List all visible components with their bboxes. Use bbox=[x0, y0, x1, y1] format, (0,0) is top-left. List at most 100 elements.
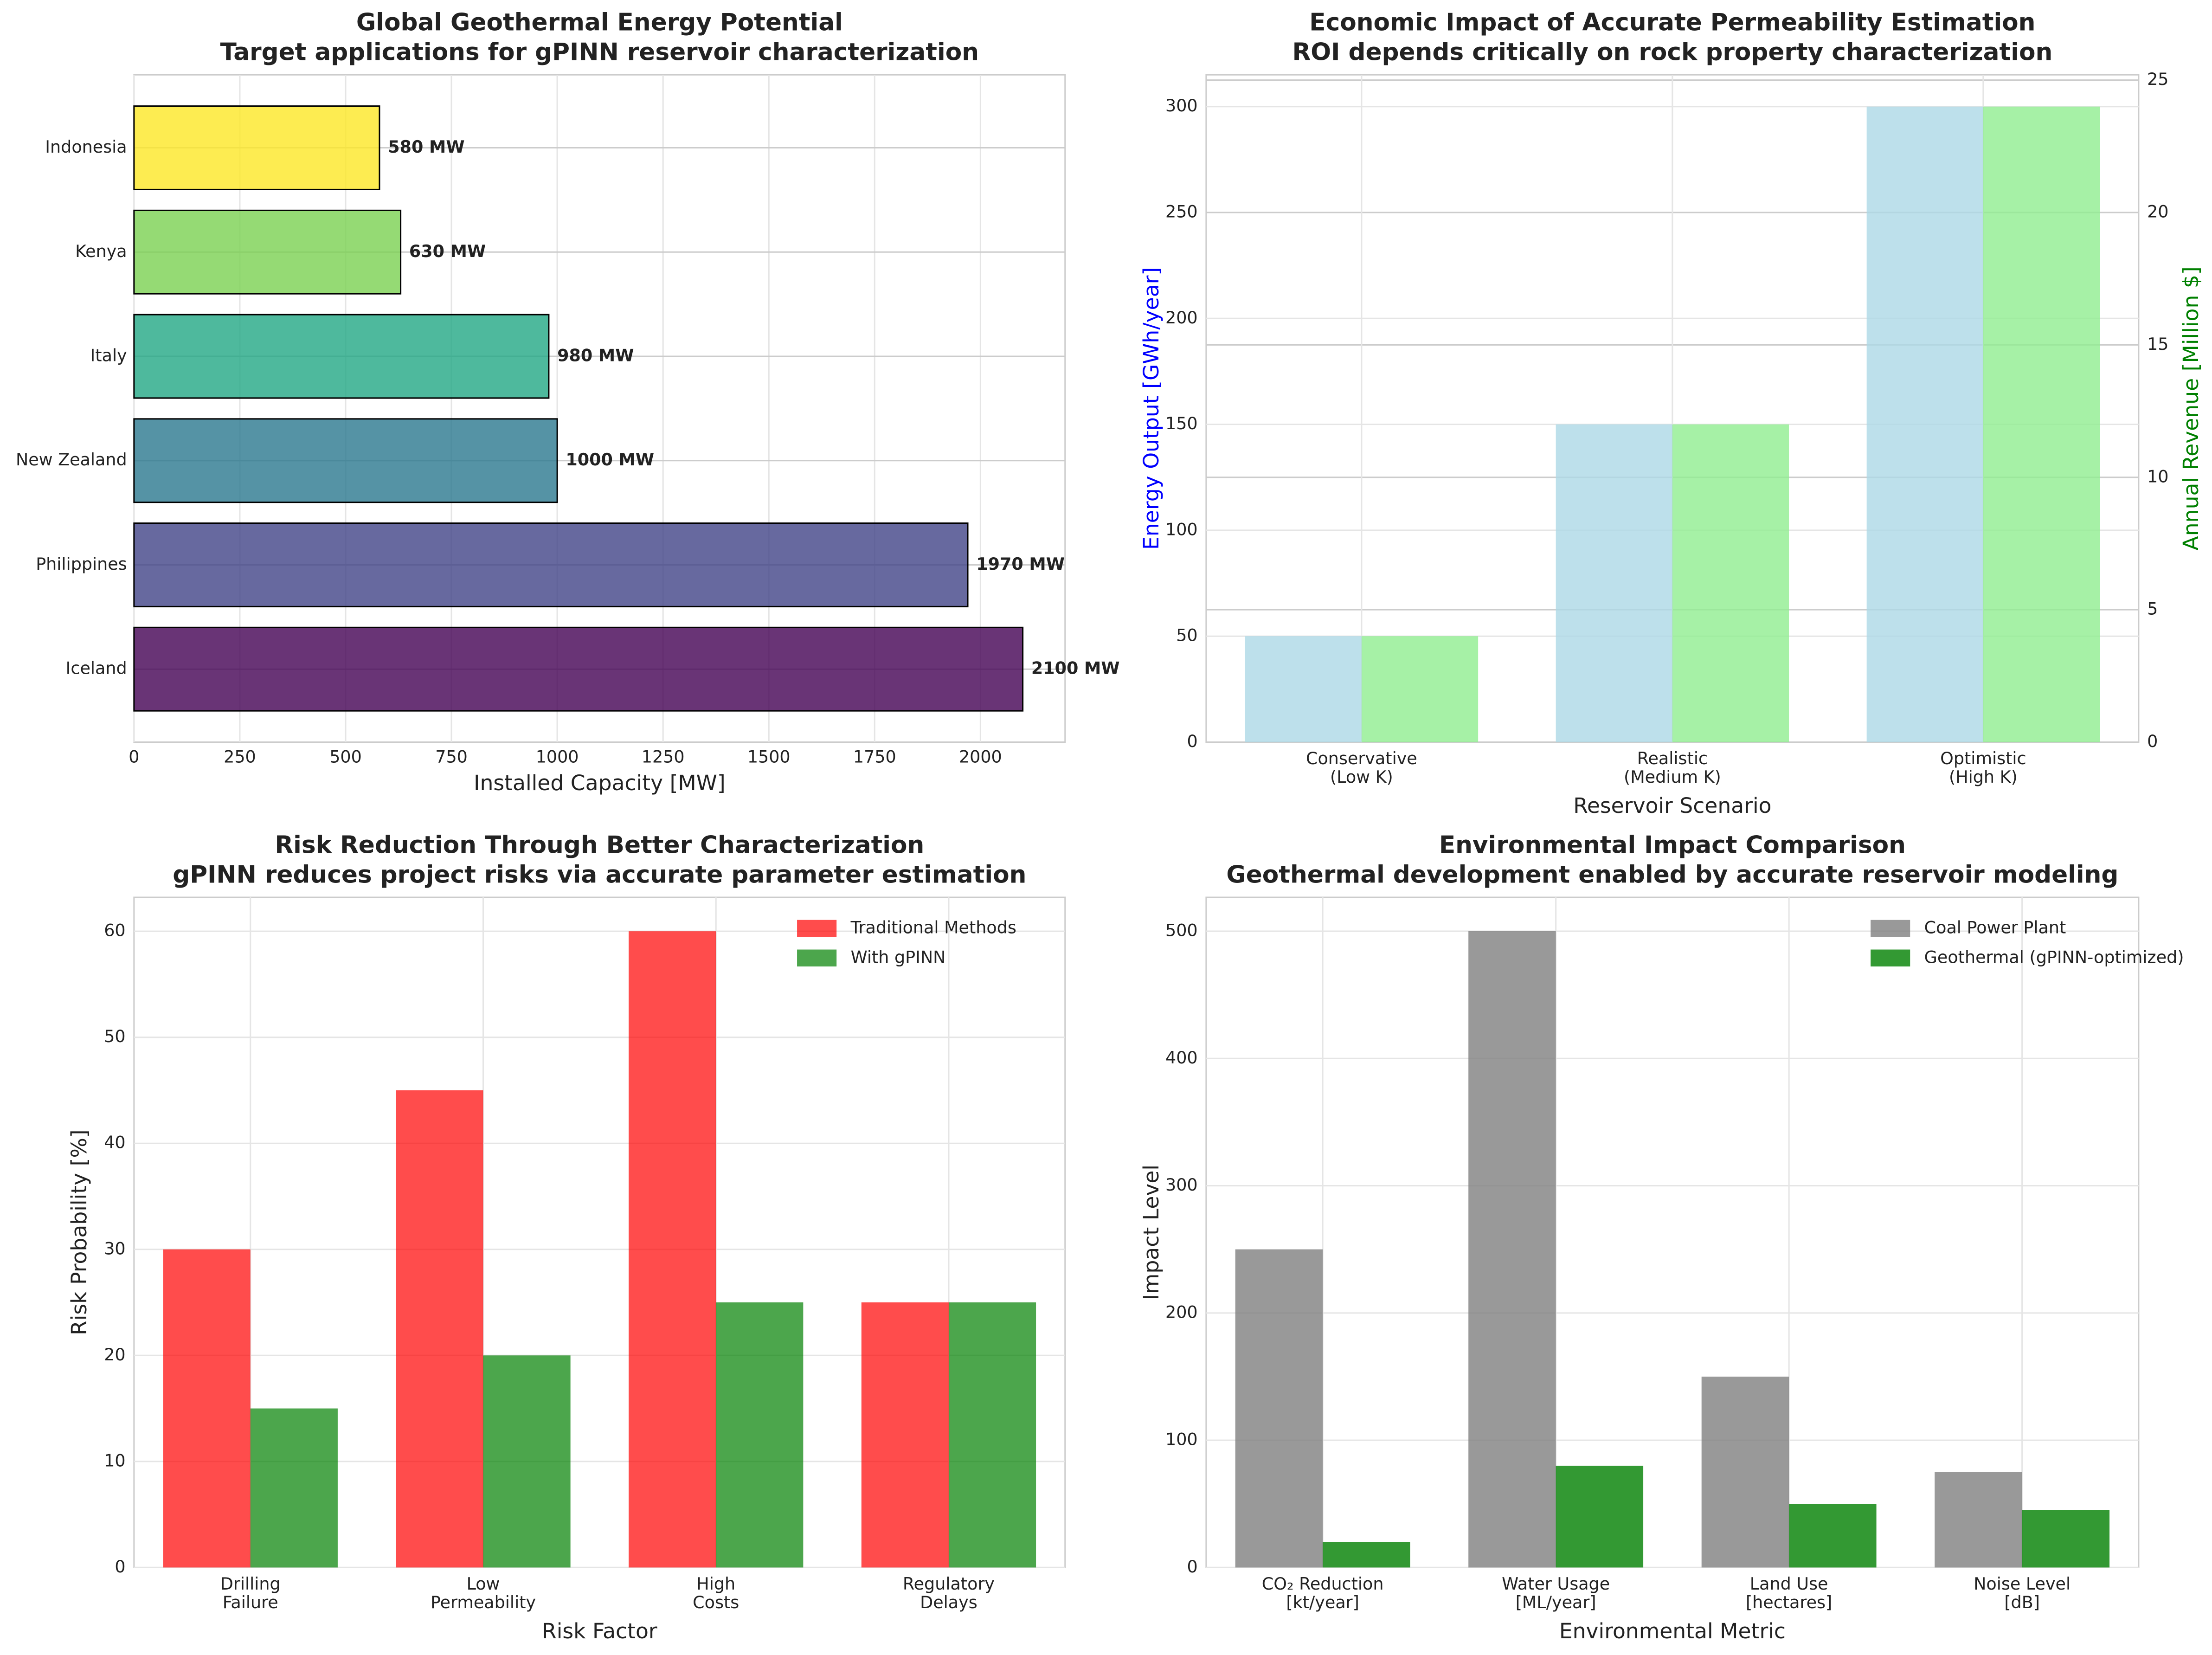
bar bbox=[1672, 424, 1789, 742]
bar bbox=[948, 1302, 1036, 1568]
legend: Coal Power Plant Geothermal (gPINN-optimi… bbox=[1871, 917, 2184, 967]
y-tick-label: 0 bbox=[1187, 1557, 1197, 1577]
x-tick-label: Low Permeability bbox=[431, 1573, 536, 1612]
y-tick-label: 20 bbox=[104, 1345, 125, 1365]
chart-subtitle: ROI depends critically on rock property … bbox=[1292, 39, 2052, 66]
bar bbox=[1468, 931, 1556, 1568]
x-axis-label: Reservoir Scenario bbox=[1573, 793, 1771, 818]
x-tick-label: Optimistic (High K) bbox=[1940, 748, 2026, 787]
legend: Traditional Methods With gPINN bbox=[797, 917, 1016, 967]
legend-label: Traditional Methods bbox=[850, 917, 1016, 937]
y-tick-label: 150 bbox=[1165, 413, 1198, 433]
y-tick-label: 0 bbox=[1187, 731, 1197, 751]
x-tick-label: CO₂ Reduction [kt/year] bbox=[1262, 1573, 1384, 1612]
x-tick-label: Realistic (Medium K) bbox=[1624, 748, 1721, 787]
bar bbox=[1245, 636, 1362, 742]
y2-tick-label: 20 bbox=[2147, 202, 2168, 222]
y-tick-label: 0 bbox=[115, 1557, 125, 1577]
x-axis-label: Installed Capacity [MW] bbox=[474, 771, 726, 795]
bar bbox=[1556, 1465, 1644, 1568]
bar bbox=[133, 418, 558, 503]
y-axis-label: Impact Level bbox=[1139, 1165, 1164, 1301]
bar bbox=[133, 314, 550, 399]
legend-label: Geothermal (gPINN-optimized) bbox=[1924, 947, 2184, 967]
chart-subtitle: Target applications for gPINN reservoir … bbox=[220, 39, 979, 66]
x-tick-label: 1000 bbox=[536, 747, 579, 766]
y2-axis-label: Annual Revenue [Million $] bbox=[2179, 266, 2203, 550]
y-tick-label: 50 bbox=[104, 1026, 125, 1046]
y-tick-label: 40 bbox=[104, 1133, 125, 1153]
chart-title: Risk Reduction Through Better Characteri… bbox=[275, 831, 924, 859]
y2-tick-label: 10 bbox=[2147, 466, 2168, 486]
x-axis-label: Environmental Metric bbox=[1559, 1619, 1786, 1643]
plot-area bbox=[1205, 896, 2140, 1568]
x-axis-label: Risk Factor bbox=[542, 1619, 657, 1643]
x-tick-label: Water Usage [ML/year] bbox=[1502, 1573, 1610, 1612]
y2-tick-label: 0 bbox=[2147, 731, 2158, 751]
chart-subtitle: gPINN reduces project risks via accurate… bbox=[173, 861, 1026, 889]
bar bbox=[163, 1249, 251, 1568]
chart-subtitle: Geothermal development enabled by accura… bbox=[1226, 861, 2118, 889]
y2-tick-label: 25 bbox=[2147, 69, 2168, 89]
bar bbox=[133, 209, 402, 295]
y-tick-label: Philippines bbox=[36, 554, 127, 574]
y-tick-label: 60 bbox=[104, 921, 125, 940]
bar bbox=[1361, 636, 1479, 742]
x-tick-label: 1750 bbox=[853, 747, 896, 766]
bar bbox=[1323, 1542, 1410, 1568]
y-tick-label: Italy bbox=[90, 346, 127, 366]
bar bbox=[1983, 106, 2100, 742]
bar bbox=[1935, 1472, 2022, 1568]
y-tick-label: 100 bbox=[1165, 1430, 1198, 1449]
x-tick-label: Regulatory Delays bbox=[903, 1573, 995, 1612]
y-tick-label: 300 bbox=[1165, 96, 1198, 116]
value-label: 580 MW bbox=[388, 137, 464, 157]
value-label: 1000 MW bbox=[566, 450, 654, 470]
legend-swatch bbox=[797, 920, 837, 937]
y-tick-label: 200 bbox=[1165, 308, 1198, 328]
y2-tick-label: 5 bbox=[2147, 599, 2158, 619]
y-axis-label: Risk Probability [%] bbox=[67, 1129, 91, 1335]
value-label: 1970 MW bbox=[976, 554, 1065, 574]
value-label: 980 MW bbox=[557, 346, 634, 366]
bar bbox=[2022, 1510, 2110, 1568]
x-tick-label: 1500 bbox=[747, 747, 791, 766]
x-tick-label: 0 bbox=[129, 747, 139, 766]
value-label: 630 MW bbox=[409, 241, 486, 261]
y-tick-label: New Zealand bbox=[16, 450, 127, 470]
y-tick-label: 500 bbox=[1165, 920, 1198, 940]
x-tick-label: Drilling Failure bbox=[220, 1573, 281, 1612]
bar bbox=[1789, 1504, 1877, 1568]
value-label: 2100 MW bbox=[1031, 658, 1120, 678]
y-tick-label: 30 bbox=[104, 1238, 125, 1258]
bar bbox=[250, 1408, 338, 1568]
x-tick-label: 500 bbox=[329, 747, 362, 766]
chart-title: Global Geothermal Energy Potential bbox=[356, 9, 843, 37]
bar bbox=[1556, 424, 1672, 742]
y-tick-label: Iceland bbox=[66, 658, 127, 678]
bar bbox=[861, 1302, 949, 1568]
y-tick-label: 250 bbox=[1165, 202, 1198, 222]
y-tick-label: Kenya bbox=[75, 241, 127, 261]
x-tick-label: 250 bbox=[224, 747, 256, 766]
legend-label: Coal Power Plant bbox=[1924, 917, 2066, 937]
x-tick-label: Noise Level [dB] bbox=[1974, 1573, 2071, 1612]
x-tick-label: Land Use [hectares] bbox=[1746, 1573, 1832, 1612]
bar bbox=[133, 105, 380, 190]
bar bbox=[716, 1302, 804, 1568]
x-tick-label: Conservative (Low K) bbox=[1306, 748, 1417, 787]
x-tick-label: 2000 bbox=[959, 747, 1002, 766]
chart-title: Environmental Impact Comparison bbox=[1439, 831, 1906, 859]
bar bbox=[1701, 1376, 1789, 1568]
y-tick-label: 50 bbox=[1176, 625, 1197, 645]
y-tick-label: 300 bbox=[1165, 1175, 1198, 1195]
legend-swatch bbox=[1871, 949, 1910, 967]
bar bbox=[133, 626, 1024, 712]
bar bbox=[629, 931, 716, 1568]
bar bbox=[483, 1355, 571, 1568]
bar bbox=[1235, 1249, 1323, 1568]
y-axis-label: Energy Output [GWh/year] bbox=[1139, 267, 1164, 550]
legend-label: With gPINN bbox=[851, 947, 946, 967]
chart-title: Economic Impact of Accurate Permeability… bbox=[1309, 9, 2035, 37]
